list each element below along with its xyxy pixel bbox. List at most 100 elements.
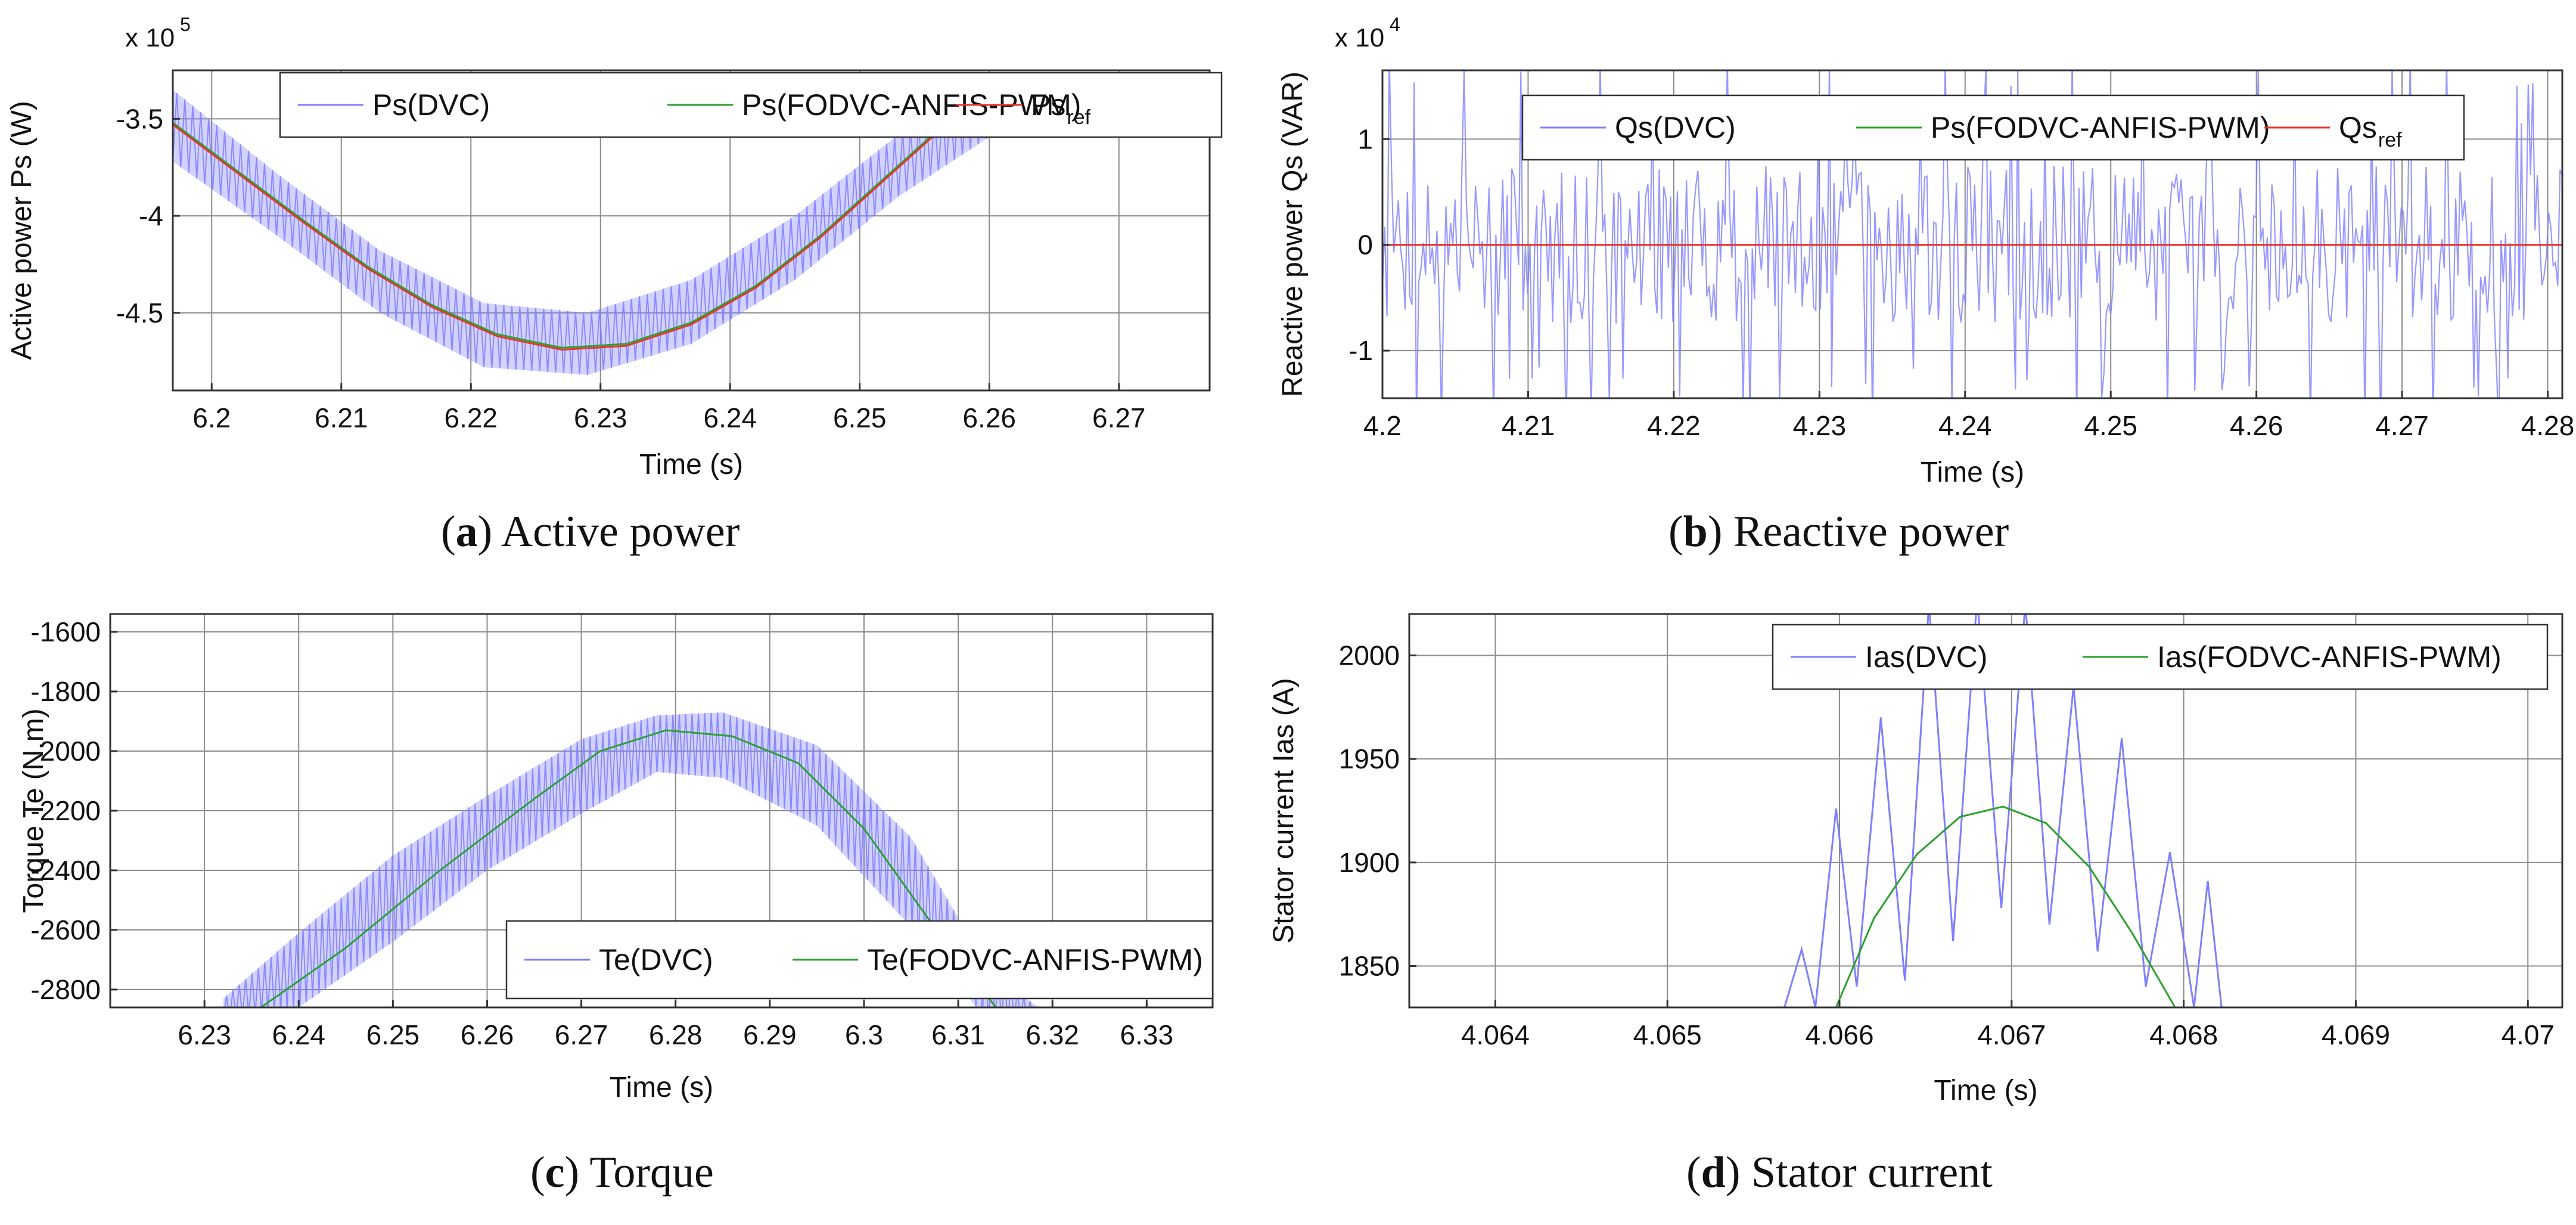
y-tick-label: -1800 xyxy=(30,676,101,707)
legend-label-subscript: ref xyxy=(1067,106,1090,129)
legend-label: Ps(FODVC-ANFIS-PWM) xyxy=(742,88,1081,122)
y-tick-label: 0 xyxy=(1357,230,1373,260)
x-tick-label: 6.26 xyxy=(461,1019,514,1050)
axis-exponent-power: 5 xyxy=(180,14,191,35)
chart-stator-current: 4.064 4.065 4.066 4.067 4.068 4.069 4.07 2000 19… xyxy=(1268,613,2563,1106)
legend-box xyxy=(1772,624,2549,690)
x-tick-label: 4.24 xyxy=(1938,410,1992,441)
x-tick-label: 4.28 xyxy=(2521,410,2575,441)
legend-label: Ps xyxy=(1031,88,1065,122)
x-axis-label: Time (s) xyxy=(639,449,743,480)
x-axis-label: Time (s) xyxy=(1934,1075,2037,1106)
caption-d: (d) Stator current xyxy=(1686,1148,1993,1197)
series-group xyxy=(223,712,1038,1007)
x-tick-label: 6.2 xyxy=(192,402,231,433)
series-ias-dvc xyxy=(1783,614,2223,1007)
chart-torque: 6.23 6.24 6.25 6.26 6.27 6.28 6.29 6.3 6.31 6.32 6… xyxy=(18,613,1214,1103)
x-tick-label: 4.064 xyxy=(1461,1019,1530,1050)
y-tick-label: -2600 xyxy=(30,914,101,945)
x-axis-label: Time (s) xyxy=(610,1072,713,1103)
x-tick-label: 6.25 xyxy=(366,1019,420,1050)
legend-label-subscript: ref xyxy=(2378,129,2402,151)
y-axis-label: Reactive power Qs (VAR) xyxy=(1277,72,1309,397)
x-axis-label: Time (s) xyxy=(1921,457,2024,488)
x-tick-label: 6.23 xyxy=(178,1019,231,1050)
x-tick-label: 6.31 xyxy=(931,1019,985,1050)
series-ps-ref xyxy=(173,120,952,351)
x-tick-label: 6.27 xyxy=(1092,402,1146,433)
y-tick-label: -2200 xyxy=(30,795,101,826)
series-ps-fodvc-anfis-pwm xyxy=(173,118,952,349)
y-tick-label: -3.5 xyxy=(116,103,163,134)
series-te-fodvc-anfis-pwm xyxy=(260,729,997,1007)
legend-box xyxy=(279,72,1223,138)
axis-exponent-power: 4 xyxy=(1390,14,1400,35)
x-tick-label: 4.22 xyxy=(1647,410,1701,441)
x-tick-label: 6.24 xyxy=(703,402,757,433)
y-tick-label: -2400 xyxy=(30,855,101,886)
x-tick-label: 4.23 xyxy=(1793,410,1847,441)
y-axis-label: Torque Te (N.m) xyxy=(18,708,49,913)
x-tick-label: 4.26 xyxy=(2230,410,2283,441)
legend-box xyxy=(505,920,1214,1000)
x-tick-label: 4.065 xyxy=(1633,1019,1702,1050)
x-tick-label: 6.32 xyxy=(1026,1019,1079,1050)
series-qs-dvc xyxy=(1382,70,2562,398)
legend-label: Te(FODVC-ANFIS-PWM) xyxy=(867,943,1203,976)
y-tick-label: 1 xyxy=(1357,123,1373,154)
x-tick-label: 4.069 xyxy=(2322,1019,2390,1050)
y-axis-label: Stator current Ias (A) xyxy=(1268,678,1300,943)
y-tick-label: -2000 xyxy=(30,736,101,767)
series-te-dvc xyxy=(224,712,1037,1007)
y-tick-label: 1850 xyxy=(1339,951,1400,982)
x-tick-label: 4.068 xyxy=(2149,1019,2218,1050)
y-tick-label: -4 xyxy=(139,200,163,231)
series-te-dvc-band xyxy=(223,712,1038,1007)
x-tick-label: 6.22 xyxy=(444,402,498,433)
axes-box xyxy=(1381,69,2563,399)
y-tick-label: 2000 xyxy=(1339,640,1400,671)
series-ps-dvc-band xyxy=(173,80,1210,375)
legend: Ias(DVC) Ias(FODVC-ANFIS-PWM) xyxy=(1772,624,2549,690)
legend-label: Qs(DVC) xyxy=(1615,111,1736,144)
y-axis-label: Active power Ps (W) xyxy=(6,101,38,360)
x-tick-label: 4.067 xyxy=(1977,1019,2046,1050)
legend: Qs(DVC) Ps(FODVC-ANFIS-PWM) Qs ref xyxy=(1521,94,2465,161)
y-tick-label: 1950 xyxy=(1339,743,1400,774)
axis-exponent: x 10 xyxy=(1335,23,1384,52)
x-tick-label: 6.23 xyxy=(574,402,627,433)
legend: Te(DVC) Te(FODVC-ANFIS-PWM) xyxy=(505,920,1214,1000)
x-tick-label: 4.066 xyxy=(1805,1019,1873,1050)
chart-reactive-power: 4.2 4.21 4.22 4.23 4.24 4.25 4.26 4.27 4.28 1 0 -1 x… xyxy=(1277,14,2574,488)
y-tick-label: -2800 xyxy=(30,974,101,1005)
axes-box xyxy=(172,69,1211,392)
axes-box xyxy=(1408,613,2563,1009)
x-tick-label: 4.25 xyxy=(2084,410,2137,441)
series-group xyxy=(1783,614,2223,1007)
legend-label: Ps(DVC) xyxy=(372,88,490,122)
x-tick-label: 6.24 xyxy=(272,1019,325,1050)
legend-label: Ps(FODVC-ANFIS-PWM) xyxy=(1931,111,2270,144)
y-tick-label: -1600 xyxy=(30,616,101,647)
x-tick-label: 6.26 xyxy=(962,402,1016,433)
x-tick-label: 6.21 xyxy=(315,402,368,433)
y-tick-label: -4.5 xyxy=(116,297,163,328)
legend-label: Ias(FODVC-ANFIS-PWM) xyxy=(2157,640,2502,674)
x-tick-label: 4.27 xyxy=(2375,410,2429,441)
x-tick-label: 6.28 xyxy=(649,1019,703,1050)
y-tick-label: 1900 xyxy=(1339,847,1400,878)
caption-b: (b) Reactive power xyxy=(1668,507,2009,556)
x-tick-label: 6.3 xyxy=(845,1019,883,1050)
x-tick-label: 6.29 xyxy=(743,1019,797,1050)
series-ias-fodvc-anfis-pwm xyxy=(1835,805,2176,1007)
x-tick-label: 6.25 xyxy=(833,402,887,433)
legend-label: Te(DVC) xyxy=(599,943,713,976)
x-tick-label: 4.2 xyxy=(1363,410,1402,441)
axis-exponent: x 10 xyxy=(125,23,175,52)
chart-active-power: 6.2 6.21 6.22 6.23 6.24 6.25 6.26 6.27 -3.5 -4 -4.… xyxy=(6,14,1223,480)
y-tick-label: -1 xyxy=(1348,335,1373,366)
legend-label: Ias(DVC) xyxy=(1865,640,1988,674)
x-tick-label: 4.21 xyxy=(1502,410,1555,441)
x-tick-label: 4.07 xyxy=(2501,1019,2555,1050)
